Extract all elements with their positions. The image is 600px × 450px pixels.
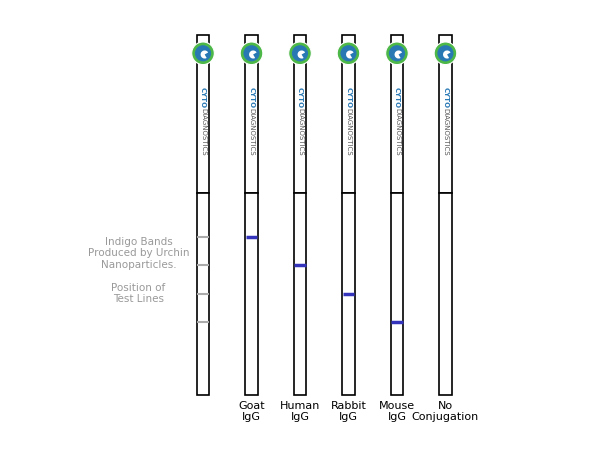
Bar <box>197 35 209 193</box>
Bar <box>293 35 307 193</box>
Circle shape <box>195 45 211 61</box>
Wedge shape <box>443 50 451 58</box>
Text: No
Conjugation: No Conjugation <box>412 401 479 423</box>
Circle shape <box>244 45 260 61</box>
Wedge shape <box>200 50 208 58</box>
Bar <box>391 35 403 193</box>
Bar <box>439 35 452 193</box>
Circle shape <box>240 42 263 65</box>
Text: Indigo Bands
Produced by Urchin
Nanoparticles.: Indigo Bands Produced by Urchin Nanopart… <box>88 237 189 270</box>
Circle shape <box>192 42 214 65</box>
Circle shape <box>389 45 405 61</box>
Text: CYTO: CYTO <box>200 87 206 108</box>
Text: Human
IgG: Human IgG <box>280 401 320 423</box>
Text: CYTO: CYTO <box>442 87 448 108</box>
Circle shape <box>289 42 311 65</box>
Wedge shape <box>298 50 305 58</box>
Wedge shape <box>249 50 257 58</box>
Text: DIAGNOSTICS: DIAGNOSTICS <box>346 108 352 155</box>
Text: DIAGNOSTICS: DIAGNOSTICS <box>200 108 206 155</box>
Text: DIAGNOSTICS: DIAGNOSTICS <box>394 108 400 155</box>
Text: DIAGNOSTICS: DIAGNOSTICS <box>248 108 254 155</box>
Bar <box>342 193 355 395</box>
Bar <box>342 35 355 193</box>
Circle shape <box>337 42 360 65</box>
Text: CYTO: CYTO <box>248 87 254 108</box>
Bar <box>293 193 307 395</box>
Text: Rabbit
IgG: Rabbit IgG <box>331 401 367 423</box>
Wedge shape <box>346 50 353 58</box>
Text: CYTO: CYTO <box>297 87 303 108</box>
Bar <box>245 35 258 193</box>
Circle shape <box>292 45 308 61</box>
Wedge shape <box>395 50 402 58</box>
Circle shape <box>437 45 454 61</box>
Text: DIAGNOSTICS: DIAGNOSTICS <box>297 108 303 155</box>
Bar <box>439 193 452 395</box>
Bar <box>197 193 209 395</box>
Text: CYTO: CYTO <box>394 87 400 108</box>
Text: CYTO: CYTO <box>346 87 352 108</box>
Circle shape <box>340 45 356 61</box>
Bar <box>391 193 403 395</box>
Circle shape <box>434 42 457 65</box>
Bar <box>245 193 258 395</box>
Text: Position of
Test Lines: Position of Test Lines <box>111 283 166 305</box>
Text: Mouse
IgG: Mouse IgG <box>379 401 415 423</box>
Text: Goat
IgG: Goat IgG <box>238 401 265 423</box>
Circle shape <box>386 42 408 65</box>
Text: DIAGNOSTICS: DIAGNOSTICS <box>442 108 448 155</box>
